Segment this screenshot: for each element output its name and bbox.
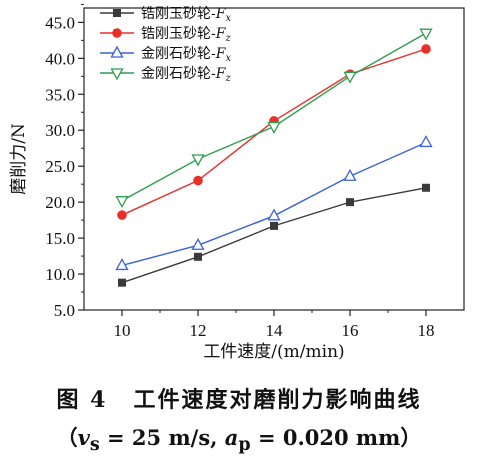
data-point: [270, 221, 278, 230]
legend: 锆刚玉砂轮-Fx 锆刚玉砂轮-Fz 金刚石砂轮-Fx 金刚石砂轮-Fz: [100, 6, 231, 84]
y-tick-label: 5.0: [54, 301, 75, 320]
data-point: [419, 28, 433, 41]
legend-marker: [110, 68, 124, 81]
data-point: [118, 278, 126, 287]
legend-label: 金刚石砂轮-Fx: [141, 46, 231, 64]
data-point: [267, 121, 281, 134]
figure-caption: 图 4 工件速度对磨削力影响曲线: [0, 382, 478, 414]
legend-marker: [112, 28, 122, 38]
y-tick-label: 15.0: [45, 229, 75, 248]
legend-label: 金刚石砂轮-Fz: [141, 66, 231, 84]
series-line: [121, 141, 427, 267]
y-tick-label: 40.0: [45, 49, 75, 68]
data-point: [191, 237, 205, 250]
data-point: [115, 196, 129, 209]
series-line: [121, 187, 427, 284]
series-1: [118, 183, 430, 287]
ap-value: = 0.020 mm: [257, 425, 401, 450]
data-point: [422, 183, 430, 192]
x-axis-label: 工件速度/(m/min): [203, 342, 344, 362]
series-3: [115, 135, 433, 271]
figure-label: 图 4: [56, 387, 108, 413]
x-tick-label: 16: [342, 321, 359, 340]
ap-sub: p: [238, 435, 251, 456]
legend-label: 锆刚玉砂轮-Fz: [141, 26, 231, 44]
legend-marker: [110, 45, 124, 58]
data-point: [343, 168, 357, 181]
data-point: [346, 198, 354, 207]
y-tick-label: 35.0: [45, 85, 75, 104]
figure-title: 工件速度对磨削力影响曲线: [133, 387, 422, 413]
x-tick-label: 18: [418, 321, 435, 340]
x-tick-label: 14: [266, 321, 284, 340]
series-2: [117, 44, 431, 220]
y-axis-label: 磨削力/N: [9, 123, 29, 195]
vs-sub: s: [89, 435, 100, 456]
data-point: [191, 154, 205, 167]
y-tick-label: 20.0: [45, 193, 75, 212]
series-4: [115, 28, 433, 209]
data-point: [117, 210, 127, 220]
ap-var: a: [224, 425, 239, 450]
data-point: [343, 71, 357, 84]
y-tick-label: 30.0: [45, 121, 75, 140]
data-point: [115, 258, 129, 271]
figure-conditions: （vs = 25 m/s, ap = 0.020 mm）: [56, 425, 422, 456]
line-chart: 5.0 10.0 15.0 20.0 25.0 30.0 35.0 40.0 45.0 10 12 1…: [9, 3, 465, 362]
data-point: [194, 252, 202, 261]
data-point: [421, 44, 431, 54]
y-tick-label: 45.0: [45, 13, 75, 32]
legend-label: 锆刚玉砂轮-Fx: [141, 6, 231, 24]
y-tick-label: 10.0: [45, 265, 75, 284]
y-tick-label: 25.0: [45, 157, 75, 176]
x-tick-label: 12: [190, 321, 207, 340]
data-point: [193, 175, 203, 186]
x-tick-label: 10: [114, 321, 131, 340]
data-point: [419, 135, 433, 148]
vs-value: = 25 m/s: [107, 425, 211, 450]
legend-marker: [113, 9, 121, 17]
vs-var: v: [77, 425, 90, 450]
data-point: [267, 208, 281, 221]
